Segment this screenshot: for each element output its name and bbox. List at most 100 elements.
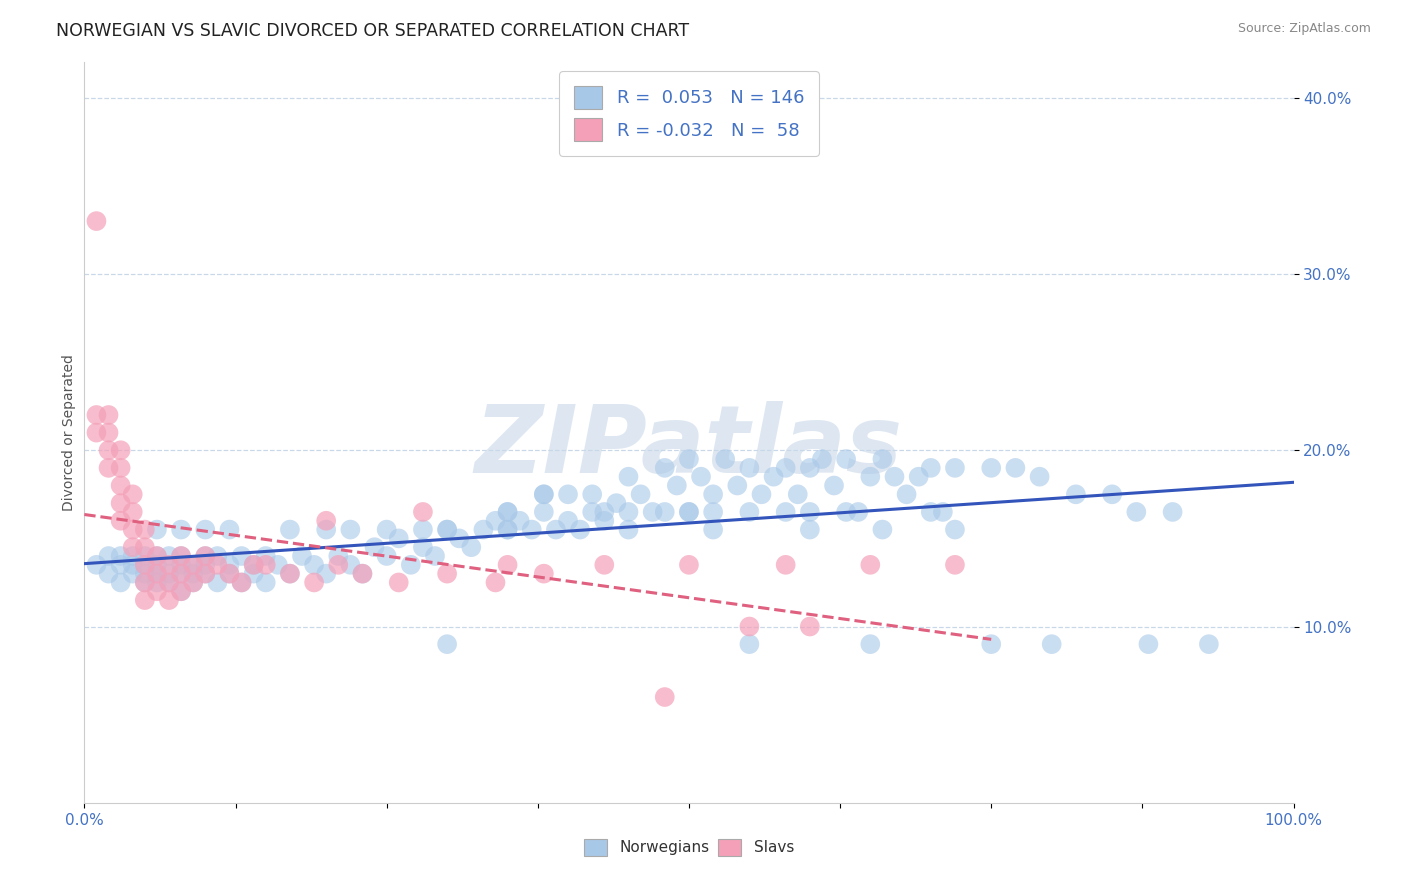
Point xyxy=(97,443,120,458)
Point xyxy=(146,549,169,563)
Point xyxy=(231,575,253,590)
Point xyxy=(146,549,169,563)
Point xyxy=(1125,505,1147,519)
Point xyxy=(581,505,603,519)
Point xyxy=(751,487,773,501)
Point xyxy=(1004,461,1026,475)
Point xyxy=(97,408,120,422)
Point xyxy=(509,514,531,528)
Text: Source: ZipAtlas.com: Source: ZipAtlas.com xyxy=(1237,22,1371,36)
Point xyxy=(134,540,156,554)
Point xyxy=(496,523,519,537)
Point xyxy=(86,214,108,228)
Point xyxy=(97,425,120,440)
Point xyxy=(678,452,700,467)
Point xyxy=(134,593,156,607)
Point xyxy=(436,637,458,651)
Point xyxy=(399,558,422,572)
Point xyxy=(654,505,676,519)
Point xyxy=(121,566,143,581)
Text: NORWEGIAN VS SLAVIC DIVORCED OR SEPARATED CORRELATION CHART: NORWEGIAN VS SLAVIC DIVORCED OR SEPARATE… xyxy=(56,22,689,40)
Point xyxy=(725,478,748,492)
Point xyxy=(1028,469,1050,483)
Point xyxy=(520,523,543,537)
Point xyxy=(121,523,143,537)
Point xyxy=(121,487,143,501)
Point xyxy=(110,575,132,590)
Point xyxy=(762,469,785,483)
Point xyxy=(859,558,882,572)
Point xyxy=(328,549,350,563)
Point xyxy=(254,558,277,572)
Point xyxy=(194,549,217,563)
Point xyxy=(315,514,337,528)
Point xyxy=(254,549,277,563)
Point xyxy=(121,540,143,554)
Point xyxy=(1198,637,1220,651)
Point xyxy=(121,558,143,572)
Point xyxy=(533,566,555,581)
Point xyxy=(449,532,471,546)
Point xyxy=(775,558,797,572)
Point xyxy=(678,505,700,519)
Point xyxy=(146,566,169,581)
Point xyxy=(302,575,325,590)
Point xyxy=(775,461,797,475)
Point xyxy=(134,575,156,590)
Point xyxy=(496,505,519,519)
Point xyxy=(134,558,156,572)
Point xyxy=(181,575,204,590)
Point xyxy=(146,523,169,537)
Point xyxy=(315,566,337,581)
Point xyxy=(533,505,555,519)
Point xyxy=(157,575,180,590)
Point xyxy=(134,575,156,590)
Point xyxy=(980,461,1002,475)
Point xyxy=(375,523,398,537)
Point xyxy=(460,540,482,554)
Point xyxy=(980,637,1002,651)
Point xyxy=(533,487,555,501)
Point xyxy=(859,469,882,483)
Point xyxy=(799,461,821,475)
Point xyxy=(170,566,193,581)
Point xyxy=(86,558,108,572)
Point xyxy=(170,558,193,572)
Point xyxy=(207,575,229,590)
Point xyxy=(157,558,180,572)
Point xyxy=(315,523,337,537)
Point xyxy=(484,514,506,528)
Point xyxy=(581,487,603,501)
Point xyxy=(872,523,894,537)
Point xyxy=(170,566,193,581)
Point xyxy=(207,558,229,572)
Text: ZIPatlas: ZIPatlas xyxy=(475,401,903,493)
Point xyxy=(302,558,325,572)
Point xyxy=(738,619,761,633)
Point xyxy=(943,523,966,537)
Point xyxy=(218,566,240,581)
Point xyxy=(242,558,264,572)
Point xyxy=(920,505,942,519)
Point xyxy=(363,540,385,554)
Point xyxy=(872,452,894,467)
Point xyxy=(702,505,724,519)
Point xyxy=(110,558,132,572)
Point xyxy=(121,549,143,563)
Point xyxy=(678,505,700,519)
Point xyxy=(388,575,411,590)
Point xyxy=(943,461,966,475)
Point xyxy=(194,566,217,581)
Point xyxy=(278,566,301,581)
Point xyxy=(593,505,616,519)
Point xyxy=(97,549,120,563)
Point xyxy=(557,514,579,528)
Point xyxy=(194,523,217,537)
Point xyxy=(278,566,301,581)
Point xyxy=(97,566,120,581)
Point xyxy=(375,549,398,563)
Point xyxy=(121,505,143,519)
Point xyxy=(702,487,724,501)
Point xyxy=(496,523,519,537)
Point xyxy=(218,558,240,572)
